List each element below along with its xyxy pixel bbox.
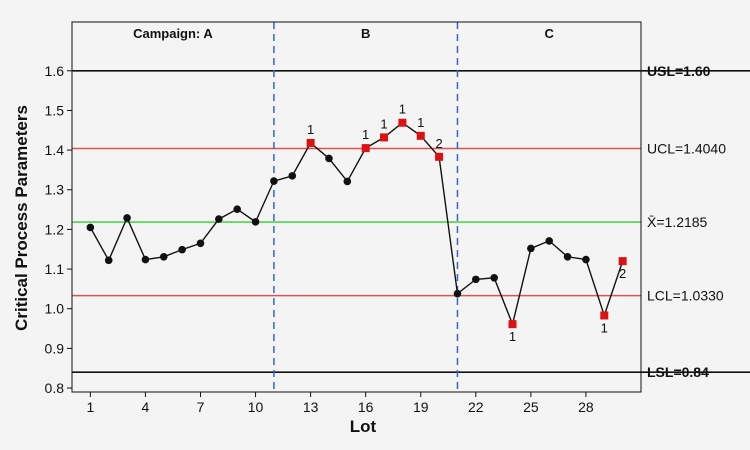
data-point <box>178 245 186 254</box>
axes: 0.80.91.01.11.21.31.41.51.61 4 7 10 13 16 19 22… <box>45 21 642 415</box>
y-tick-label: 1.2 <box>45 221 65 237</box>
flag-label: 2 <box>435 136 442 151</box>
y-tick-label: 1.3 <box>45 182 65 198</box>
limit-labels: USL=1.60 UCL=1.4040 X̄=1.2185 LCL=1.0330 LSL… <box>647 63 726 380</box>
data-point <box>343 177 352 186</box>
data-point <box>325 154 333 163</box>
y-tick-label: 1.0 <box>45 301 65 317</box>
data-point <box>123 214 131 222</box>
phase-label: Campaign: A <box>133 26 213 41</box>
data-point <box>288 172 297 180</box>
data-point <box>196 239 205 248</box>
flag-label: 1 <box>399 102 406 117</box>
limit-label-lsl: LSL=0.84 <box>647 364 709 380</box>
data-point <box>582 255 590 264</box>
y-tick-label: 0.9 <box>45 340 65 356</box>
plot-frame <box>71 21 642 393</box>
flagged-point <box>618 257 627 266</box>
flag-label: 1 <box>509 329 516 344</box>
data-point <box>141 255 150 264</box>
flag-label: 1 <box>417 115 424 130</box>
x-tick-label: 7 <box>197 399 205 415</box>
data-point <box>545 237 554 245</box>
flag-label: 1 <box>307 122 314 137</box>
x-tick-label: 1 <box>86 399 94 415</box>
data-point <box>270 177 278 185</box>
data-point <box>527 244 535 253</box>
data-points <box>86 118 627 329</box>
y-tick-label: 1.5 <box>45 102 65 118</box>
flagged-point <box>600 311 609 320</box>
flagged-point <box>508 320 517 329</box>
phase-label: C <box>545 26 555 41</box>
data-point <box>563 252 572 261</box>
data-point <box>251 218 260 226</box>
y-tick-label: 0.8 <box>45 380 65 396</box>
limit-label-lcl: LCL=1.0330 <box>647 288 724 304</box>
limit-label-usl: USL=1.60 <box>647 63 711 79</box>
flagged-point <box>435 152 444 161</box>
data-point <box>490 273 498 282</box>
data-point <box>104 256 113 265</box>
flagged-point <box>416 131 425 140</box>
flagged-point <box>361 144 370 153</box>
limit-lines <box>72 69 750 373</box>
y-tick-label: 1.6 <box>45 63 65 79</box>
data-point <box>472 275 480 284</box>
data-point <box>159 252 168 261</box>
flag-label: 1 <box>362 127 369 142</box>
data-point <box>215 215 223 223</box>
x-tick-label: 19 <box>413 399 429 415</box>
flag-label: 1 <box>601 320 608 335</box>
y-tick-label: 1.1 <box>45 261 65 277</box>
flagged-point <box>306 138 315 147</box>
x-tick-label: 10 <box>248 399 264 415</box>
data-point <box>86 223 95 232</box>
y-tick-label: 1.4 <box>45 142 65 158</box>
limit-label-mean: X̄=1.2185 <box>647 214 708 230</box>
data-point <box>453 289 462 298</box>
x-tick-label: 25 <box>523 399 539 415</box>
flagged-point <box>398 118 407 127</box>
flag-label: 1 <box>380 116 387 131</box>
x-axis-title: Lot <box>350 417 377 436</box>
x-tick-label: 16 <box>358 399 374 415</box>
x-tick-label: 28 <box>578 399 594 415</box>
data-point <box>233 205 241 213</box>
flag-label: 2 <box>619 266 626 281</box>
x-tick-label: 22 <box>468 399 484 415</box>
limit-label-ucl: UCL=1.4040 <box>647 141 726 157</box>
flagged-point <box>380 133 389 142</box>
phase-dividers <box>273 22 459 392</box>
x-tick-label: 13 <box>303 399 319 415</box>
phase-label: B <box>361 26 370 41</box>
x-tick-label: 4 <box>142 399 150 415</box>
y-axis-title: Critical Process Parameters <box>12 105 31 331</box>
